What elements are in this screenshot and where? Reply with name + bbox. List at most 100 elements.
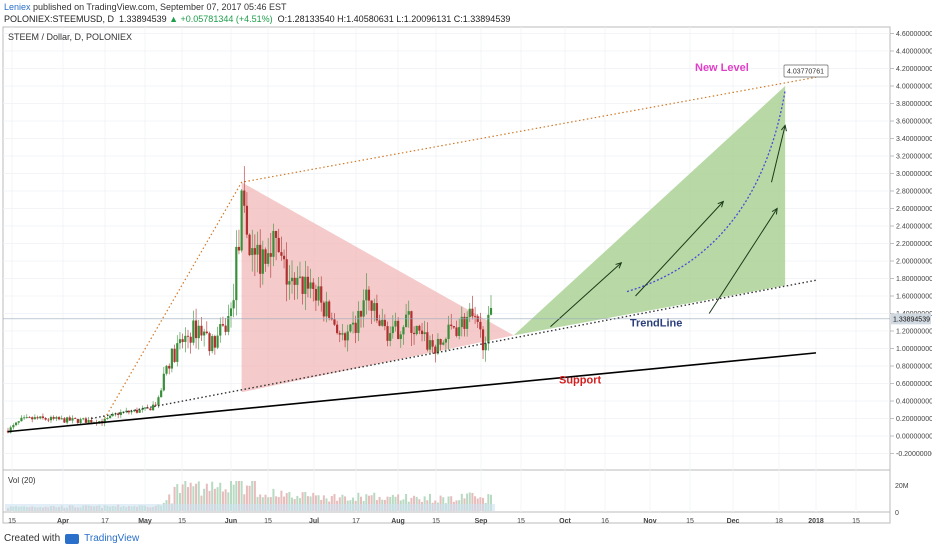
time-axis[interactable]: 15 Apr 17 May 15 Jun 15 Jul 17 Aug 15 Sep 15 Oct 16 Nov… — [8, 518, 860, 525]
candle-body — [357, 310, 360, 333]
candle-body — [481, 329, 485, 351]
candle-body — [47, 419, 50, 421]
candle-body — [243, 190, 246, 206]
candle-body — [280, 252, 283, 256]
candle-body — [248, 234, 251, 256]
callout-box — [783, 64, 829, 78]
volume-bar — [189, 482, 192, 511]
tradingview-link[interactable]: TradingView — [84, 533, 140, 544]
candle-body — [275, 230, 278, 238]
candle-body — [63, 418, 66, 423]
candle-body — [290, 277, 294, 282]
candle-body — [181, 339, 184, 343]
x-tick-label: Dec — [727, 518, 740, 525]
arrows — [550, 124, 787, 327]
candle-body — [23, 417, 26, 419]
candle-body — [306, 276, 310, 289]
candle-body — [178, 339, 182, 344]
candle-body — [20, 417, 23, 422]
candle-body — [143, 407, 147, 409]
volume-bar — [360, 496, 362, 511]
candle-body — [351, 322, 355, 325]
volume-bar — [248, 485, 251, 511]
volume-bar — [322, 495, 325, 511]
chart-panel[interactable]: STEEM / Dollar, D, POLONIEX Vol (20) New… — [0, 14, 932, 528]
y-tick-label: 2.20000000 — [896, 241, 932, 248]
chart-svg[interactable]: STEEM / Dollar, D, POLONIEX Vol (20) New… — [0, 14, 932, 528]
candle-body — [106, 418, 109, 419]
y-tick-label: 3.00000000 — [896, 171, 932, 178]
x-tick-label: 17 — [101, 518, 109, 525]
price-axis[interactable]: 4.800000004.600000004.400000004.20000000… — [890, 14, 932, 458]
candle-body — [141, 408, 144, 410]
candles — [6, 166, 493, 434]
volume-bar — [317, 495, 320, 511]
candle-body — [205, 331, 208, 334]
candle-body — [301, 276, 304, 294]
volume-bars — [5, 481, 495, 511]
candle-body — [203, 331, 206, 336]
candle-body — [208, 333, 211, 352]
candle-body — [55, 417, 58, 419]
candle-body — [186, 335, 190, 337]
volume-bar — [344, 496, 347, 511]
tradingview-logo-icon — [65, 533, 80, 544]
candle-body — [192, 320, 195, 343]
x-tick-label: 15 — [852, 518, 860, 525]
volume-bar — [296, 495, 299, 511]
candle-body — [397, 320, 400, 339]
candle-body — [221, 324, 225, 326]
volume-bar — [237, 481, 240, 511]
candle-body — [127, 410, 131, 413]
candle-body — [338, 333, 341, 335]
symmetrical-triangle[interactable] — [241, 182, 514, 393]
volume-bar — [330, 495, 333, 511]
candle-body — [117, 413, 120, 415]
parabolic-curve[interactable] — [626, 90, 786, 293]
candle-body — [442, 342, 445, 345]
candle-body — [71, 418, 74, 421]
volume-bar — [192, 486, 195, 511]
candle-body — [420, 330, 424, 335]
author-link[interactable]: Leniex — [4, 2, 31, 12]
upper-projection-line[interactable] — [104, 76, 817, 419]
new-level-callout[interactable]: 4.03770761 — [783, 64, 829, 78]
candle-body — [267, 253, 270, 264]
volume-bar — [203, 488, 206, 511]
candle-body — [57, 417, 61, 420]
candle-body — [415, 325, 418, 335]
candle-body — [405, 314, 408, 328]
candle-body — [79, 419, 82, 423]
x-tick-label: Jun — [225, 518, 237, 525]
price-value: 1.33894539 — [119, 14, 167, 24]
volume-bar — [168, 494, 171, 511]
candle-body — [84, 418, 88, 423]
x-tick-label: 18 — [775, 518, 783, 525]
candle-body — [378, 320, 381, 326]
candle-body — [298, 276, 302, 278]
volume-bar — [205, 483, 208, 511]
candle-body — [426, 332, 429, 350]
candle-body — [213, 336, 216, 348]
candle-body — [296, 277, 299, 285]
y-tick-label: 3.80000000 — [896, 101, 932, 108]
volume-bar — [187, 487, 190, 511]
volume-bar — [378, 496, 381, 511]
volume-bar — [333, 494, 336, 511]
candle-body — [31, 417, 34, 420]
trend-line[interactable] — [91, 279, 817, 420]
support-line[interactable] — [7, 352, 817, 433]
badge-bg — [891, 313, 931, 325]
candle-body — [460, 316, 463, 328]
volume-bar — [397, 494, 400, 511]
plot-frame — [2, 26, 891, 524]
arrow-icon — [771, 207, 778, 215]
candle-body — [370, 300, 373, 311]
volume-bar — [232, 484, 235, 511]
trendline-label: TrendLine — [630, 318, 683, 330]
volume-bar — [341, 494, 344, 511]
candle-body — [468, 308, 471, 317]
projection-wedge[interactable] — [513, 86, 786, 336]
volume-bar — [304, 492, 307, 511]
candle-body — [17, 421, 20, 423]
